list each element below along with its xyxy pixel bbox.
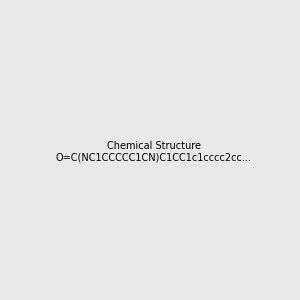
Text: Chemical Structure
O=C(NC1CCCCC1CN)C1CC1c1cccc2cc...: Chemical Structure O=C(NC1CCCCC1CN)C1CC1… [56, 141, 252, 162]
